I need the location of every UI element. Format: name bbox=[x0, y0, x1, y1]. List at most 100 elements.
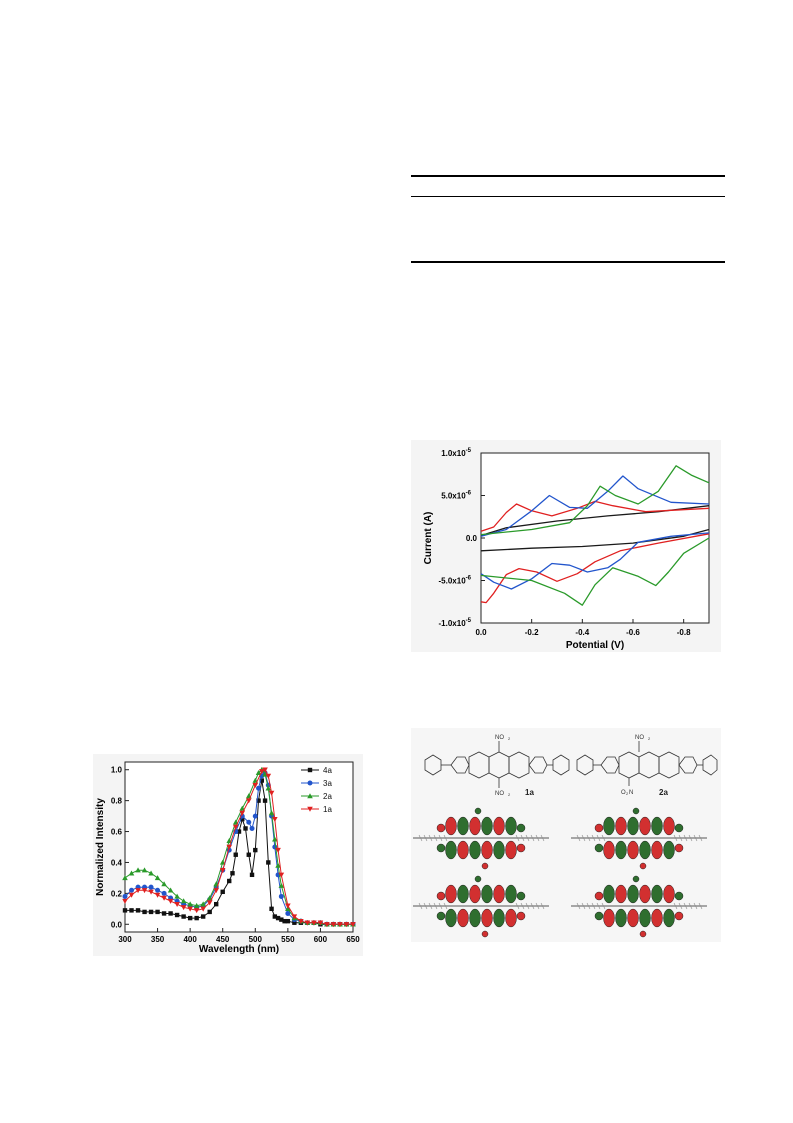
abs-y-tick-label: 0.2 bbox=[111, 889, 123, 898]
abs-series-1a-point bbox=[285, 903, 291, 909]
orbital-skeleton bbox=[673, 902, 678, 910]
orbital-skeleton bbox=[576, 902, 581, 910]
orbital-lobe bbox=[674, 911, 684, 921]
abs-series-3a-point bbox=[155, 887, 161, 893]
abs-series-2a-point bbox=[193, 902, 200, 908]
abs-series-1a-point bbox=[232, 824, 239, 830]
orbital-lobe bbox=[436, 911, 446, 921]
orbital-lobe bbox=[469, 816, 481, 836]
abs-series-1a-point bbox=[161, 895, 167, 901]
orbital-lobe bbox=[457, 840, 469, 860]
abs-series-1a-point bbox=[259, 769, 265, 775]
orbital-skeleton bbox=[678, 834, 683, 842]
orbital-lobe bbox=[445, 840, 457, 860]
orbital-skeleton bbox=[601, 834, 606, 842]
nitro-lobe bbox=[474, 875, 482, 883]
orbital-lobe bbox=[481, 908, 493, 928]
abs-series-3a-point bbox=[129, 887, 135, 893]
cv-y-tick-exponent: -6 bbox=[466, 491, 472, 497]
orbital-skeleton bbox=[530, 902, 535, 910]
abs-series-2a-point bbox=[275, 862, 281, 868]
nitro-label-1a-top: NO bbox=[495, 735, 504, 741]
abs-series-1a-point bbox=[291, 914, 298, 920]
nitro-sub-2a-top: 2 bbox=[648, 736, 651, 741]
abs-series-1a-point bbox=[154, 892, 161, 898]
legend-2a-label: 2a bbox=[323, 792, 332, 801]
abs-series-2a-point bbox=[174, 893, 180, 899]
cv-y-tick-label: 0.0 bbox=[466, 534, 478, 543]
orbital-lobe bbox=[505, 816, 517, 836]
orbital-lobe bbox=[651, 816, 663, 836]
nitro-label-2a-top: NO bbox=[635, 735, 644, 741]
orbital-skeleton bbox=[601, 902, 606, 910]
cv-y-axis-label: Current (A) bbox=[423, 512, 434, 565]
orbital-skeleton bbox=[683, 902, 688, 910]
legend-4a-marker bbox=[307, 767, 313, 773]
abs-series-3a-point bbox=[256, 785, 262, 791]
abs-x-tick-label: 400 bbox=[183, 935, 197, 944]
abs-series-1a-point bbox=[128, 892, 135, 898]
abs-series-2a-point bbox=[187, 901, 193, 907]
orbital-skeleton bbox=[596, 902, 601, 910]
orbital-lobe bbox=[603, 908, 615, 928]
legend-1a-marker bbox=[307, 806, 313, 812]
cv-y-tick-label: 5.0x10-6 bbox=[441, 491, 471, 501]
cv-y-tick-exponent: -5 bbox=[466, 618, 472, 624]
orbital-skeleton bbox=[428, 834, 433, 842]
cv-x-tick-label: -0.8 bbox=[677, 628, 691, 637]
orbital-lobe bbox=[603, 884, 615, 904]
legend-3a-label: 3a bbox=[323, 779, 332, 788]
cv-series-1-reverse-line bbox=[480, 533, 710, 604]
abs-series-4a-point bbox=[262, 798, 268, 803]
orbital-lobe bbox=[493, 840, 505, 860]
abs-series-4a-point bbox=[135, 908, 141, 913]
orbital-skeleton bbox=[428, 902, 433, 910]
abs-y-tick-label: 1.0 bbox=[111, 766, 123, 775]
orbital-skeleton bbox=[698, 834, 703, 842]
abs-series-1a-point bbox=[239, 810, 246, 816]
nitro-sub-2a-alt: 2 bbox=[626, 791, 629, 796]
abs-series-1a-point bbox=[174, 901, 180, 907]
cv-series-1-forward-line bbox=[480, 500, 710, 532]
abs-series-4a-point bbox=[230, 871, 235, 876]
orbital-skeleton bbox=[540, 902, 545, 910]
orbital-lobe bbox=[663, 884, 675, 904]
abs-series-4a-point bbox=[155, 909, 160, 915]
abs-series-2a-point bbox=[128, 870, 135, 876]
cv-x-tick-label: -0.2 bbox=[525, 628, 539, 637]
abs-series-1a-point bbox=[200, 906, 206, 912]
table-mid-rule bbox=[411, 196, 725, 197]
abs-series-4a-point bbox=[129, 908, 134, 913]
orbital-lobe bbox=[674, 843, 684, 853]
abs-series-3a-point bbox=[252, 813, 258, 819]
orbital-lobe bbox=[627, 884, 639, 904]
abs-series-2a-point bbox=[180, 898, 187, 904]
orbital-lobe bbox=[603, 840, 615, 860]
orbital-lobe bbox=[639, 840, 651, 860]
orbital-lobe bbox=[594, 823, 604, 833]
abs-series-3a-point bbox=[148, 884, 154, 890]
orbital-skeleton bbox=[586, 834, 591, 842]
abs-series-4a-point bbox=[148, 909, 154, 915]
structure-1a-drawing bbox=[424, 741, 570, 788]
orbital-lobe bbox=[627, 840, 639, 860]
orbital-skeleton bbox=[581, 834, 586, 842]
structure-label-1a: 1a bbox=[525, 788, 534, 797]
legend-1a-label: 1a bbox=[323, 805, 332, 814]
cv-series-2-forward-line bbox=[480, 475, 710, 537]
abs-series-1a-point bbox=[350, 922, 356, 928]
abs-y-tick-label: 0.8 bbox=[111, 797, 123, 806]
orbital-lobe bbox=[493, 908, 505, 928]
abs-series-3a-point bbox=[278, 893, 284, 899]
orbital-lobe bbox=[493, 816, 505, 836]
abs-x-tick-label: 600 bbox=[314, 935, 328, 944]
orbital-skeleton bbox=[591, 902, 596, 910]
abs-series-4a-point bbox=[275, 915, 281, 921]
orbital-skeleton bbox=[698, 902, 703, 910]
abs-x-tick-label: 450 bbox=[216, 935, 230, 944]
orbital-lobe bbox=[505, 908, 517, 928]
orbital-lobe bbox=[516, 823, 526, 833]
table-top-rule bbox=[411, 175, 725, 177]
orbital-lobe bbox=[674, 891, 684, 901]
cv-y-tick-exponent: -6 bbox=[466, 576, 472, 582]
